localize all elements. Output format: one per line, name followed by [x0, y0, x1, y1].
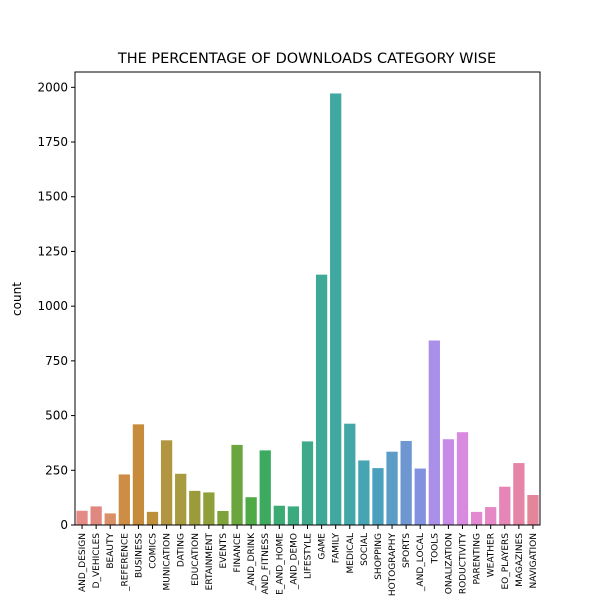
bar-30 — [499, 486, 511, 525]
x-tick-label: AND_DESIGN — [78, 533, 88, 592]
x-tick-label: TOOLS — [430, 533, 440, 565]
bar-24 — [414, 468, 426, 525]
bar-7 — [175, 473, 187, 525]
x-tick-label: LIFESTYLE — [304, 533, 314, 579]
bar-8 — [189, 490, 201, 525]
bar-9 — [203, 492, 215, 525]
chart-title: THE PERCENTAGE OF DOWNLOADS CATEGORY WIS… — [117, 51, 496, 67]
x-tick-label: _AND_DEMO — [289, 533, 299, 590]
y-ticks-group: 0 250 500 750 1000 1250 1500 1750 2000 — [37, 80, 75, 532]
x-tick-label: ERTAINMENT — [205, 533, 215, 591]
bar-29 — [485, 507, 497, 525]
x-ticks-group: AND_DESIGN D_VEHICLES BEAUTY _REFERENCE BUSI… — [78, 525, 539, 596]
bar-17 — [315, 274, 328, 525]
bar-3 — [118, 474, 130, 525]
bar-14 — [273, 505, 285, 525]
x-tick-label: D_VEHICLES — [92, 533, 102, 589]
bar-31 — [513, 463, 525, 525]
x-tick-label: MEDICAL — [346, 533, 356, 574]
bar-28 — [470, 511, 483, 525]
bar-18 — [330, 93, 342, 525]
bar-2 — [104, 513, 116, 525]
bar-6 — [160, 440, 173, 525]
bar-16 — [301, 441, 314, 525]
x-tick-label: _AND_DRINK — [247, 532, 257, 591]
y-tick-label: 0 — [60, 518, 68, 532]
bar-22 — [386, 451, 398, 525]
y-tick-label: 1500 — [37, 190, 68, 204]
x-tick-label: MUNICATION — [163, 533, 173, 590]
x-tick-label: MAGAZINES — [515, 533, 525, 587]
x-tick-label: RODUCTIVITY — [459, 533, 469, 595]
x-tick-label: SPORTS — [402, 533, 412, 568]
y-tick-label: 1750 — [37, 135, 68, 149]
x-tick-label: EO_PLAYERS — [501, 533, 511, 590]
x-tick-label: HOTOGRAPHY — [388, 533, 398, 597]
bars-group — [76, 93, 539, 525]
x-tick-label: EDUCATION — [191, 533, 201, 586]
x-tick-label: DATING — [177, 533, 187, 567]
x-tick-label: SHOPPING — [374, 533, 384, 580]
bar-27 — [456, 432, 469, 525]
bar-32 — [527, 495, 539, 525]
bar-26 — [442, 439, 455, 525]
bar-12 — [245, 497, 257, 525]
x-tick-label: E_AND_HOME — [275, 533, 285, 595]
bar-21 — [372, 468, 384, 525]
x-tick-label: ONALIZATION — [444, 533, 454, 594]
x-tick-label: GAME — [318, 533, 328, 560]
y-tick-label: 750 — [45, 354, 68, 368]
y-tick-label: 2000 — [37, 80, 68, 94]
x-tick-label: SOCIAL — [360, 533, 370, 566]
x-tick-label: FAMILY — [332, 533, 342, 564]
x-tick-label: WEATHER — [487, 533, 497, 577]
x-tick-label: _REFERENCE — [120, 533, 130, 592]
bar-0 — [76, 510, 88, 525]
x-tick-label: _AND_LOCAL — [416, 533, 426, 592]
x-tick-label: AND_FITNESS — [261, 533, 271, 595]
bar-15 — [287, 506, 300, 525]
x-tick-label: NAVIGATION — [529, 533, 539, 589]
x-tick-label: FINANCE — [233, 533, 243, 573]
bar-20 — [358, 460, 370, 525]
x-tick-label: PARENTING — [473, 533, 483, 585]
bar-19 — [344, 423, 356, 525]
bar-11 — [231, 444, 243, 525]
y-tick-label: 1250 — [37, 244, 68, 258]
bar-23 — [400, 440, 412, 525]
bar-5 — [146, 511, 159, 525]
bar-13 — [259, 450, 271, 525]
x-tick-label: BEAUTY — [106, 533, 116, 569]
x-tick-label: EVENTS — [219, 533, 229, 569]
bar-10 — [217, 510, 229, 525]
bar-1 — [90, 506, 102, 525]
x-tick-label: BUSINESS — [134, 533, 144, 578]
y-tick-label: 1000 — [37, 299, 68, 313]
y-axis-label: count — [10, 282, 24, 316]
plot-frame — [74, 71, 541, 526]
y-tick-label: 500 — [45, 409, 68, 423]
bar-4 — [132, 424, 145, 525]
bar-25 — [428, 340, 440, 525]
y-tick-label: 250 — [45, 463, 68, 477]
x-tick-label: COMICS — [149, 533, 159, 569]
